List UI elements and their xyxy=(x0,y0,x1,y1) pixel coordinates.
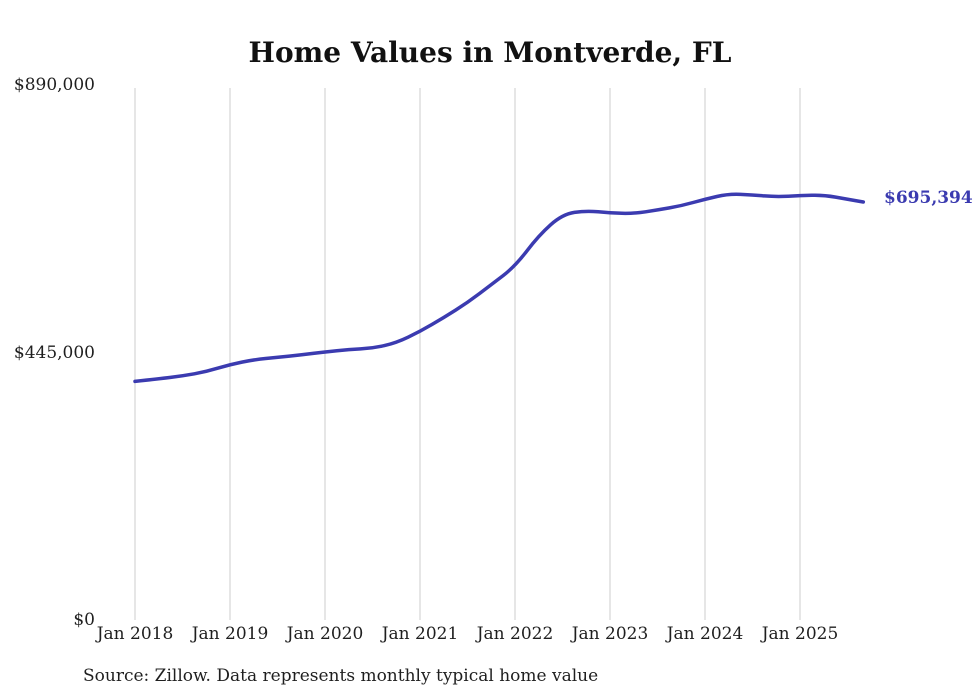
x-axis-tick-label: Jan 2020 xyxy=(286,624,364,644)
y-axis-tick-label: $445,000 xyxy=(13,343,95,363)
x-axis-tick-label: Jan 2018 xyxy=(96,624,174,644)
x-axis-tick-label: Jan 2025 xyxy=(761,624,839,644)
end-value-label: $695,394 xyxy=(884,188,973,208)
x-axis-tick-label: Jan 2021 xyxy=(381,624,459,644)
source-note: Source: Zillow. Data represents monthly … xyxy=(83,666,599,686)
x-axis-tick-label: Jan 2022 xyxy=(476,624,554,644)
gridlines xyxy=(134,88,801,620)
chart-title: Home Values in Montverde, FL xyxy=(248,36,732,69)
value-line xyxy=(133,192,866,384)
x-axis-tick-label: Jan 2023 xyxy=(571,624,649,644)
y-axis-tick-label: $890,000 xyxy=(13,75,95,95)
x-axis-tick-label: Jan 2024 xyxy=(666,624,744,644)
x-axis-tick-label: Jan 2019 xyxy=(191,624,269,644)
y-axis-tick-label: $0 xyxy=(73,610,95,630)
